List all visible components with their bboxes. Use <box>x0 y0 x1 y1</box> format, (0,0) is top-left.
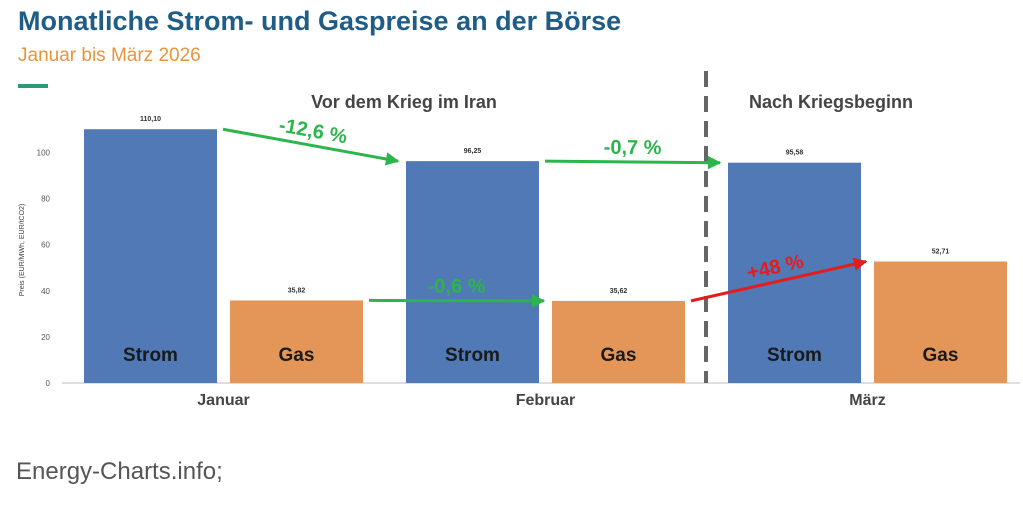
bar-gas-3 <box>874 261 1007 383</box>
bars <box>84 129 1007 383</box>
x-category-label: Februar <box>516 392 576 409</box>
y-tick-label: 100 <box>37 149 51 158</box>
x-category-label: März <box>849 392 885 409</box>
change-arrow <box>544 155 722 170</box>
y-tick-label: 20 <box>41 333 50 342</box>
data-label: 52,71 <box>932 249 950 256</box>
data-label: 35,82 <box>288 287 306 294</box>
series-label-in-bar: Gas <box>601 345 637 366</box>
series-label-in-bar: Strom <box>445 345 500 366</box>
chart-title: Monatliche Strom- und Gaspreise an der B… <box>18 6 622 36</box>
series-label-in-bar: Strom <box>767 345 822 366</box>
change-label: -0,6 % <box>428 276 486 298</box>
y-axis-label: Preis (EUR/MWh, EUR/tCO2) <box>19 204 26 297</box>
bar-chart: 0 20 40 60 80 100 Preis (EUR/MWh, EUR/tCO2) 11… <box>19 71 1020 409</box>
x-category-label: Januar <box>197 392 249 409</box>
change-arrow <box>690 257 868 303</box>
series-label-in-bar: Gas <box>279 345 315 366</box>
series-label-in-bar: Strom <box>123 345 178 366</box>
section-label-before: Vor dem Krieg im Iran <box>311 92 497 112</box>
change-label: -12,6 % <box>277 114 349 148</box>
data-label: 95,58 <box>786 150 804 157</box>
chart-subtitle: Januar bis März 2026 <box>18 45 201 66</box>
y-tick-label: 60 <box>41 241 50 250</box>
accent-bar <box>18 84 48 88</box>
bar-strom-1 <box>84 129 217 383</box>
change-label: -0,7 % <box>604 137 662 160</box>
data-label: 110,10 <box>140 116 161 123</box>
y-tick-label: 80 <box>41 195 50 204</box>
labels: 110,10 Strom 35,82 Gas Januar 96,25 Strom 35,62… <box>123 92 958 409</box>
data-label: 96,25 <box>464 148 482 155</box>
bar-gas-1 <box>230 300 363 383</box>
section-label-after: Nach Kriegsbeginn <box>749 92 913 112</box>
bar-gas-2 <box>552 300 685 383</box>
bar-strom-2 <box>406 161 539 383</box>
bar-strom-3 <box>728 162 861 383</box>
series-label-in-bar: Gas <box>923 345 959 366</box>
source-text: Energy-Charts.info; <box>16 458 223 485</box>
data-label: 35,62 <box>610 288 628 295</box>
y-tick-label: 40 <box>41 287 50 296</box>
change-arrow <box>222 127 400 166</box>
y-tick-label: 0 <box>46 379 51 388</box>
